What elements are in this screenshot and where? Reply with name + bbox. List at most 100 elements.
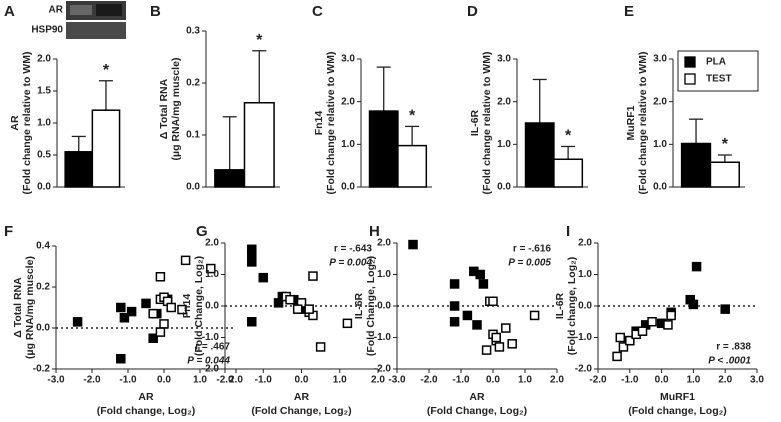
y-axis-label: (Fold change, Log₂) [566,257,578,356]
point [247,317,257,327]
point [449,279,460,289]
point [618,342,629,352]
y-tick-label: 1.0 [377,269,391,280]
point [663,320,673,330]
point [180,255,191,266]
y-tick-label: 0.0 [36,323,50,334]
y-tick-label: 0.0 [653,182,667,193]
x-tick-label: 1.0 [686,375,700,386]
bar [91,109,121,188]
point [304,304,314,314]
stat-annotation: r = .467 [195,342,230,353]
point [472,320,482,330]
panel-letter: G [196,223,208,240]
point [126,306,137,317]
y-tick-label: 2.0 [341,96,355,107]
y-tick-label: 2.0 [205,238,219,249]
x-tick-label: -1.0 [119,375,137,386]
y-axis-label: Fn14 [181,294,193,319]
point [408,239,418,250]
point [116,354,126,364]
y-tick-label: 3.0 [653,54,667,65]
x-tick-label: 2.0 [229,375,243,386]
legend-swatch [684,56,696,68]
significance: * [565,128,572,145]
point [491,332,501,343]
point [155,272,166,282]
panel-letter: E [624,3,634,20]
y-tick-label: -2.0 [202,364,220,375]
y-tick-label: 0.0 [205,301,219,312]
point [285,294,295,305]
y-axis-label: IL-6R [554,292,566,319]
stat-annotation: P = 0.005 [508,258,551,269]
y-tick-label: 0.4 [36,241,50,252]
point [720,304,730,314]
x-tick-label: -1.0 [255,375,273,386]
panel-letter: I [566,223,570,240]
x-tick-label: 3.0 [750,375,764,386]
y-axis-label: (Fold Change, Log₂) [365,256,377,356]
y-tick-label: 0.0 [578,301,592,312]
point [529,310,540,321]
x-axis-label: (Fold change, Log₂) [628,405,727,417]
point [449,301,460,311]
legend: PLA TEST [677,50,759,92]
point [494,342,505,352]
stat-annotation: P < .0001 [708,356,751,367]
panel-letter: D [467,3,478,20]
bar [214,169,246,188]
x-tick-label: 2.0 [718,375,732,386]
y-tick-label: 0.2 [36,282,50,293]
legend-label: PLA [706,57,726,68]
y-axis-label: (µg RNA/mg muscle) [170,58,182,161]
y-axis-label: MuRF1 [625,105,637,140]
y-tick-label: -2.0 [575,364,593,375]
stat-annotation: r = .838 [716,342,751,353]
point [612,351,622,362]
y-tick-label: 0.3 [186,26,200,37]
point [475,269,485,280]
y-tick-label: 2.0 [578,238,592,249]
panel-letter: H [369,223,380,240]
point [247,249,257,259]
x-axis-label: MuRF1 [660,391,695,403]
point [666,310,676,321]
x-tick-label: 1.0 [518,375,532,386]
bar [64,151,94,188]
y-tick-label: 0.0 [186,182,200,193]
stat-annotation: r = -.643 [334,244,373,255]
x-axis-label: AR [138,391,154,403]
bar [709,161,740,188]
y-tick-label: -0.2 [33,364,51,375]
y-axis-label: (Fold change relative to WM) [21,52,33,195]
y-axis-label: (Fold change relative to WM) [325,52,337,195]
bar [524,122,555,188]
point [116,302,126,313]
x-tick-label: -1.0 [452,375,470,386]
point [292,304,303,314]
stat-annotation: P = 0.004 [329,258,372,269]
y-tick-label: 2.0 [497,96,511,107]
panel-letter: C [312,3,323,20]
y-tick-label: 1.0 [37,118,51,129]
blot-label: AR [49,5,64,16]
bar [553,158,584,188]
y-tick-label: 1.0 [653,139,667,150]
x-tick-label: 0.0 [295,375,309,386]
y-tick-label: 0.0 [341,182,355,193]
point [637,326,648,336]
point [155,327,166,337]
point [141,298,151,309]
y-tick-label: 1.0 [497,139,511,150]
x-tick-label: 2.0 [371,375,385,386]
significance: * [722,136,729,153]
point [615,332,626,343]
legend-swatch [684,73,696,85]
point [688,299,699,310]
y-axis-label: (Fold change relative to WM) [637,52,649,195]
x-tick-label: -2.0 [83,375,101,386]
y-tick-label: 1.0 [205,269,219,280]
blot-band [70,5,92,15]
legend-label: TEST [706,74,732,85]
